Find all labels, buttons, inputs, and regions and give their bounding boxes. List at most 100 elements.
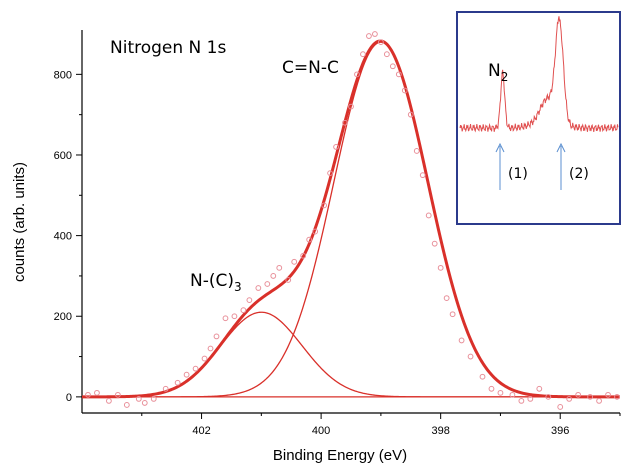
data-point	[201, 355, 208, 362]
data-point	[377, 39, 384, 45]
data-point	[213, 333, 220, 340]
data-point	[264, 281, 271, 287]
inset-n2-subscript: 2	[501, 70, 509, 84]
data-point	[114, 391, 121, 398]
data-point	[605, 391, 611, 398]
data-point	[183, 371, 190, 378]
data-point	[497, 389, 504, 396]
peak-label-cnc: C=N-C	[282, 58, 339, 78]
data-points	[85, 31, 620, 410]
data-point	[348, 103, 354, 110]
data-point	[389, 63, 396, 70]
data-point	[575, 391, 582, 398]
inset-frame	[456, 11, 621, 225]
plot-area	[82, 31, 620, 410]
fit-component-2	[82, 311, 620, 398]
y-tick-label: 600	[54, 150, 72, 162]
data-point	[276, 264, 283, 271]
data-point	[327, 170, 333, 177]
x-tick-label: 400	[312, 425, 330, 437]
data-point	[333, 144, 339, 150]
y-axis-label: counts (arb. units)	[11, 162, 28, 282]
inset-n2-label: N2	[488, 61, 508, 84]
inset-arrowhead-1	[495, 142, 505, 153]
data-point	[518, 398, 525, 404]
data-point	[342, 119, 348, 126]
data-point	[192, 365, 199, 372]
data-point	[306, 236, 313, 243]
data-point	[207, 345, 214, 352]
data-point	[527, 395, 534, 402]
inset-n2-main: N	[488, 61, 501, 81]
data-point	[321, 202, 328, 209]
data-point	[231, 313, 238, 320]
data-point	[401, 87, 408, 94]
data-point	[536, 385, 543, 392]
data-point	[162, 385, 169, 392]
x-ticks: 402 400 398 396	[141, 413, 621, 437]
data-point	[407, 111, 414, 118]
x-tick-label: 396	[551, 425, 569, 437]
data-point	[94, 389, 100, 396]
data-point	[123, 402, 130, 408]
axes: 0 200 400 600 800 402 400 398 396	[54, 30, 621, 437]
peak-label-nc3: N-(C)3	[190, 271, 242, 294]
inset-spectrum-line	[459, 16, 619, 133]
data-point	[545, 393, 552, 400]
data-point	[425, 212, 432, 219]
data-point	[467, 353, 474, 360]
y-tick-label: 400	[54, 231, 72, 243]
data-point	[557, 404, 564, 410]
y-tick-label: 0	[66, 392, 72, 404]
peak-label-nc3-main: N-(C)	[190, 271, 234, 291]
data-point	[383, 51, 390, 58]
inset-arrow-label-1: (1)	[508, 166, 528, 182]
data-point	[587, 393, 594, 400]
data-point	[509, 391, 516, 398]
data-point	[312, 228, 319, 235]
data-point	[300, 252, 307, 259]
data-point	[419, 172, 426, 179]
data-point	[222, 315, 229, 322]
data-point	[135, 395, 142, 402]
data-point	[354, 71, 360, 78]
y-ticks: 0 200 400 600 800	[54, 69, 82, 404]
data-point	[150, 395, 157, 402]
data-point	[85, 391, 91, 398]
data-point	[443, 295, 450, 302]
data-point	[458, 337, 465, 344]
data-point	[141, 400, 148, 406]
data-point	[449, 311, 456, 318]
data-point	[596, 398, 602, 404]
peak-label-nc3-subscript: 3	[234, 280, 242, 294]
data-point	[246, 297, 253, 304]
data-point	[270, 273, 277, 279]
data-point	[413, 148, 420, 154]
data-point	[366, 33, 372, 39]
data-point	[255, 285, 262, 291]
data-point	[431, 240, 438, 247]
x-tick-label: 402	[192, 425, 210, 437]
data-point	[240, 307, 247, 314]
y-tick-label: 800	[54, 69, 72, 81]
inset-arrowhead-2	[556, 142, 566, 153]
inset: N2 (1) (2)	[456, 11, 621, 225]
data-point	[360, 51, 366, 58]
x-axis-label: Binding Energy (eV)	[273, 447, 407, 464]
data-point	[488, 385, 495, 392]
y-tick-label: 200	[54, 311, 72, 323]
x-tick-label: 398	[431, 425, 449, 437]
chart-title: Nitrogen N 1s	[110, 38, 226, 58]
data-point	[291, 258, 298, 265]
data-point	[372, 31, 378, 37]
inset-arrow-label-2: (2)	[569, 166, 589, 182]
data-point	[566, 395, 573, 402]
data-point	[106, 398, 112, 404]
data-point	[479, 373, 486, 380]
data-point	[395, 71, 402, 78]
data-point	[174, 379, 181, 386]
fit-envelope	[82, 39, 620, 399]
data-point	[285, 277, 292, 283]
data-point	[614, 393, 620, 400]
